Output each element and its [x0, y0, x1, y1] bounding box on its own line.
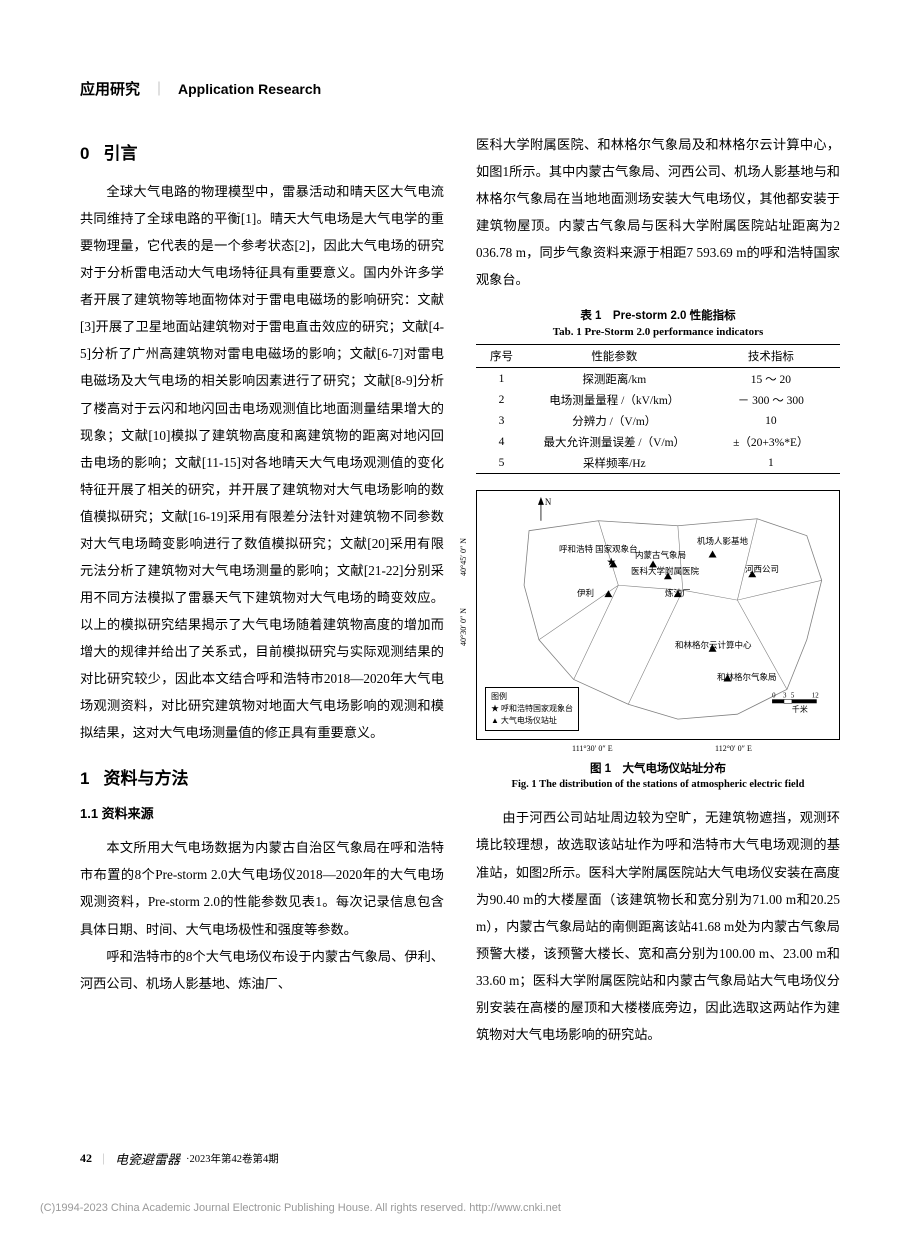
header-en: Application Research [178, 81, 321, 97]
table1-h0: 序号 [476, 345, 527, 368]
x-tick-1: 112°0′ 0″ E [715, 744, 752, 753]
header-separator: ｜ [152, 79, 166, 99]
table1-caption-zh: 表 1 Pre-storm 2.0 性能指标 [476, 307, 840, 323]
left-column: 0引言 全球大气电路的物理模型中，雷暴活动和晴天区大气电流共同维持了全球电路的平… [80, 131, 444, 1048]
map-label-hhht: 呼和浩特 国家观象台 [559, 543, 638, 555]
section-0-heading: 0引言 [80, 139, 444, 164]
svg-text:千米: 千米 [792, 705, 808, 715]
right-mid-paragraph: 由于河西公司站址周边较为空旷，无建筑物遮挡，观测环境比较理想，故选取该站址作为呼… [476, 804, 840, 1048]
svg-text:0: 0 [772, 692, 776, 700]
table-row: 1探测距离/km15 ～ 20 [476, 368, 840, 390]
y-tick-0: 40°30′ 0″ N [459, 608, 468, 646]
map-label-hlge-cloud: 和林格尔云计算中心 [675, 639, 752, 651]
svg-text:N: N [545, 497, 552, 507]
svg-text:12: 12 [812, 692, 819, 700]
observatory-star-icon: ★ [606, 557, 616, 569]
y-tick-1: 40°45′ 0″ N [459, 538, 468, 576]
header-zh: 应用研究 [80, 78, 140, 99]
subsection-1-1: 1.1 资料来源 [80, 803, 444, 822]
table1-caption-en: Tab. 1 Pre-Storm 2.0 performance indicat… [476, 326, 840, 338]
map-label-refinery: 炼油厂 [665, 587, 691, 599]
map-label-hexi: 河西公司 [745, 563, 779, 575]
x-tick-0: 111°30′ 0″ E [572, 744, 613, 753]
map-legend: 图例 ★ 呼和浩特国家观象台 ▲ 大气电场仪站址 [485, 687, 579, 731]
svg-text:3: 3 [783, 692, 787, 700]
svg-text:5: 5 [791, 692, 795, 700]
scale-bar: 0 3 5 12 千米 [772, 692, 819, 715]
fig1-caption-zh: 图 1 大气电场仪站址分布 [476, 760, 840, 776]
map-label-yili: 伊利 [577, 587, 594, 599]
intro-paragraph: 全球大气电路的物理模型中，雷暴活动和晴天区大气电流共同维持了全球电路的平衡[1]… [80, 178, 444, 746]
right-top-paragraph: 医科大学附属医院、和林格尔气象局及和林格尔云计算中心，如图1所示。其中内蒙古气象… [476, 131, 840, 293]
map-label-nmg: 内蒙古气象局 [635, 549, 686, 561]
journal-name: 电瓷避雷器 [115, 1149, 180, 1168]
north-arrow-icon: N [538, 497, 552, 521]
table1-h2: 技术指标 [702, 345, 840, 368]
table1: 序号 性能参数 技术指标 1探测距离/km15 ～ 202电场测量量程 /（kV… [476, 344, 840, 474]
page-footer: 42 ｜ 电瓷避雷器 ·2023年第42卷第4期 [80, 1149, 279, 1168]
fig1-caption-en: Fig. 1 The distribution of the stations … [476, 779, 840, 790]
issue-info: ·2023年第42卷第4期 [186, 1151, 279, 1166]
map-label-hospital: 医科大学附属医院 [631, 565, 699, 577]
map-label-airport: 机场人影基地 [697, 535, 748, 547]
page-header: 应用研究 ｜ Application Research [80, 78, 840, 103]
table1-h1: 性能参数 [527, 345, 702, 368]
copyright-line: (C)1994-2023 China Academic Journal Elec… [40, 1202, 561, 1214]
right-column: 医科大学附属医院、和林格尔气象局及和林格尔云计算中心，如图1所示。其中内蒙古气象… [476, 131, 840, 1048]
table-row: 4最大允许测量误差 /（V/m）±（20+3%*E） [476, 431, 840, 452]
table-row: 2电场测量量程 /（kV/km）－ 300 ～ 300 [476, 389, 840, 410]
para-1-1-b: 呼和浩特市的8个大气电场仪布设于内蒙古气象局、伊利、河西公司、机场人影基地、炼油… [80, 943, 444, 997]
table-row: 3分辨力 /（V/m）10 [476, 410, 840, 431]
page-number: 42 [80, 1151, 92, 1166]
table-row: 5采样频率/Hz1 [476, 452, 840, 474]
para-1-1-a: 本文所用大气电场数据为内蒙古自治区气象局在呼和浩特市布置的8个Pre-storm… [80, 834, 444, 942]
section-1-heading: 1资料与方法 [80, 764, 444, 789]
figure1-map: N ★ [476, 490, 840, 740]
map-label-hlge-met: 和林格尔气象局 [717, 671, 777, 683]
table1-body: 1探测距离/km15 ～ 202电场测量量程 /（kV/km）－ 300 ～ 3… [476, 368, 840, 474]
two-column-layout: 0引言 全球大气电路的物理模型中，雷暴活动和晴天区大气电流共同维持了全球电路的平… [80, 131, 840, 1048]
